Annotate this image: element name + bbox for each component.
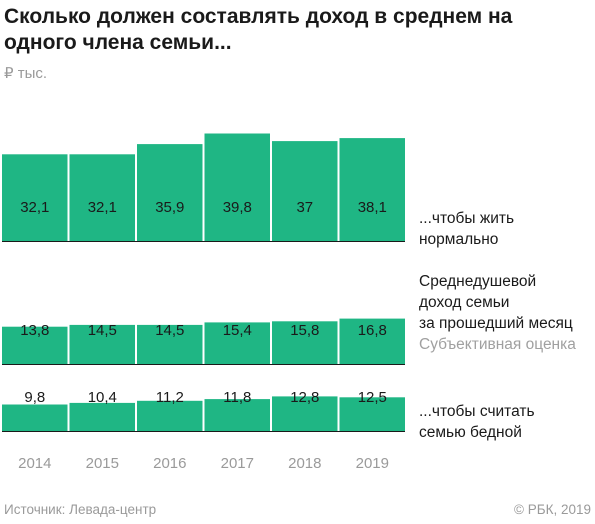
tick-label-2017: 2017 (221, 455, 254, 472)
bar-normal-2015 (70, 154, 136, 241)
data-label-income-2014: 13,8 (20, 322, 49, 339)
data-label-normal-2017: 39,8 (223, 199, 252, 216)
data-label-poor-2019: 12,5 (358, 389, 387, 406)
annotation-income-note: Субъективная оценка (419, 334, 576, 355)
tick-label-2014: 2014 (18, 455, 51, 472)
data-label-poor-2016: 11,2 (156, 389, 184, 406)
annotation-poor-line-1: ...чтобы считать (419, 401, 535, 422)
data-label-normal-2014: 32,1 (20, 199, 49, 216)
bar-normal-2018 (272, 141, 338, 241)
data-label-poor-2015: 10,4 (88, 389, 117, 406)
tick-label-2015: 2015 (86, 455, 119, 472)
bar-poor-2014 (2, 405, 68, 432)
data-label-income-2018: 15,8 (290, 322, 319, 339)
tick-label-2018: 2018 (288, 455, 321, 472)
annotation-normal-line-1: ...чтобы жить (419, 208, 514, 229)
data-label-poor-2017: 11,8 (223, 389, 251, 406)
annotation-income: Среднедушевой доход семьи за прошедший м… (419, 271, 576, 355)
annotation-poor: ...чтобы считать семью бедной (419, 401, 535, 443)
data-label-normal-2016: 35,9 (155, 199, 184, 216)
annotation-income-line-3: за прошедший месяц (419, 313, 576, 334)
bar-normal-2014 (2, 154, 68, 241)
annotation-poor-line-2: семью бедной (419, 422, 535, 443)
data-label-normal-2015: 32,1 (88, 199, 117, 216)
data-label-income-2019: 16,8 (358, 322, 387, 339)
bar-normal-2017 (205, 134, 271, 242)
data-label-income-2015: 14,5 (88, 322, 117, 339)
annotation-normal: ...чтобы жить нормально (419, 208, 514, 250)
tick-label-2016: 2016 (153, 455, 186, 472)
bar-normal-2016 (137, 144, 203, 241)
data-label-normal-2019: 38,1 (358, 199, 387, 216)
data-label-poor-2014: 9,8 (24, 389, 45, 406)
copyright: © РБК, 2019 (514, 502, 591, 517)
bar-poor-2015 (70, 403, 136, 431)
annotation-income-line-2: доход семьи (419, 292, 576, 313)
annotation-income-line-1: Среднедушевой (419, 271, 576, 292)
bar-normal-2019 (340, 138, 406, 241)
data-label-poor-2018: 12,8 (290, 389, 319, 406)
data-label-income-2017: 15,4 (223, 322, 252, 339)
source-note: Источник: Левада-центр (4, 502, 156, 517)
data-label-normal-2018: 37 (296, 199, 313, 216)
tick-label-2019: 2019 (356, 455, 389, 472)
annotation-normal-line-2: нормально (419, 229, 514, 250)
data-label-income-2016: 14,5 (155, 322, 184, 339)
